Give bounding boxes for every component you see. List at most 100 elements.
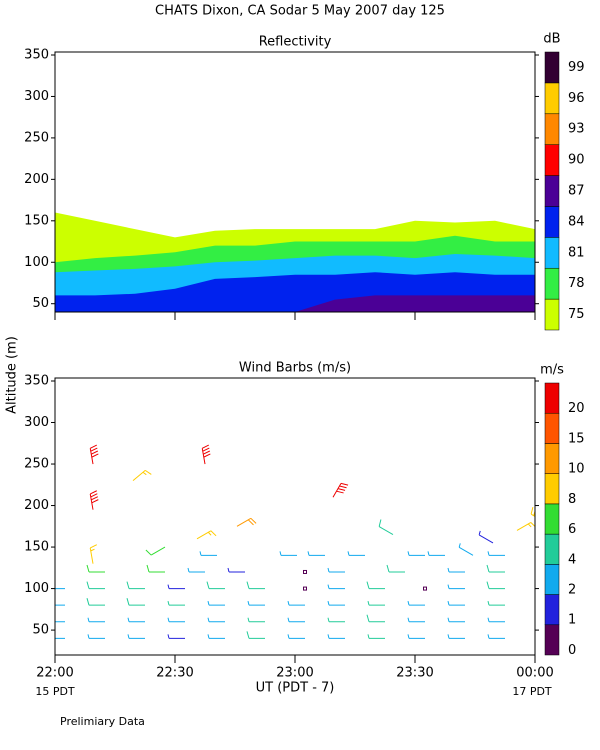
colorbar-label: 90 <box>568 153 585 168</box>
date-label: 15 PDT <box>35 685 75 698</box>
wind-barb <box>458 543 474 556</box>
colorbar-box <box>544 594 560 626</box>
colorbar-label: 2 <box>568 583 576 598</box>
note: Prelimiary Data <box>60 715 145 728</box>
wind-barb <box>167 601 185 606</box>
colorbar-label: 75 <box>568 307 585 322</box>
wind-barb <box>89 444 99 465</box>
colorbar-box <box>544 175 560 207</box>
wind-barb <box>196 530 217 540</box>
plot-frame <box>54 377 536 656</box>
calm-marker <box>423 586 427 591</box>
colorbar-label: 0 <box>568 643 576 658</box>
wind-barb <box>366 614 385 623</box>
colorbar-label: 15 <box>568 431 585 446</box>
y-axis-label: Altitude (m) <box>5 336 20 414</box>
colorbar-label: 81 <box>568 245 585 260</box>
wind-barb <box>126 581 145 590</box>
wind-barb <box>201 444 211 465</box>
wind-barb <box>127 634 145 639</box>
wind-barb <box>530 506 535 517</box>
wind-barb <box>86 598 105 606</box>
wind-barb <box>307 551 325 556</box>
wind-barb <box>378 519 394 536</box>
wind-barb <box>478 530 494 544</box>
wind-barb <box>55 588 65 590</box>
wind-barb <box>55 604 65 606</box>
y-tick-label: 350 <box>24 48 49 63</box>
y-tick-label: 50 <box>32 623 49 638</box>
colorbar-box <box>544 533 560 565</box>
wind-barb <box>327 601 345 606</box>
wind-barb <box>132 469 152 482</box>
y-tick-label: 250 <box>24 457 49 472</box>
wind-barb <box>207 634 225 639</box>
wind-barb <box>447 617 465 623</box>
wind-barb <box>87 617 105 623</box>
wind-barb <box>187 567 205 573</box>
x-tick-label: 23:30 <box>396 666 433 681</box>
x-tick-label: 00:00 <box>516 666 553 681</box>
y-tick-label: 300 <box>24 415 49 430</box>
wind-barb <box>327 634 345 639</box>
colorbar-label: 20 <box>568 401 585 416</box>
y-tick-label: 200 <box>24 172 49 187</box>
y-tick-label: 100 <box>24 255 49 270</box>
colorbar-box <box>544 113 560 145</box>
wind-barb <box>486 564 505 573</box>
y-tick-label: 50 <box>32 296 49 311</box>
wind-barb <box>86 581 105 590</box>
wind-barb <box>447 634 465 639</box>
wind-barb <box>167 634 185 639</box>
wind-barb <box>447 567 465 573</box>
wind-barb <box>89 544 97 564</box>
wind-barb <box>86 564 105 573</box>
wind-barb <box>407 551 425 556</box>
contour-region <box>55 295 535 312</box>
colorbar-box <box>544 144 560 176</box>
colorbar-label: 10 <box>568 462 585 477</box>
wind-barb <box>487 601 505 606</box>
wind-barb <box>55 637 65 639</box>
colorbar-unit: dB <box>543 32 560 47</box>
colorbar-box <box>544 237 560 269</box>
colorbar-label: 99 <box>568 60 585 75</box>
wind-barb <box>366 581 385 590</box>
colorbar-box <box>544 503 560 535</box>
y-tick-label: 100 <box>24 581 49 596</box>
wind-barb <box>89 490 99 510</box>
colorbar-box <box>544 443 560 474</box>
colorbar-label: 1 <box>568 613 576 628</box>
panel-title: Reflectivity <box>259 35 332 50</box>
colorbar-label: 84 <box>568 214 585 229</box>
colorbar-box <box>544 473 560 505</box>
wind-barb <box>127 617 145 623</box>
x-tick-label: 22:30 <box>156 666 193 681</box>
plot-layer <box>55 444 535 639</box>
colorbar-box <box>544 624 560 656</box>
wind-barb <box>386 564 405 573</box>
wind-barb <box>516 522 535 531</box>
x-axis-label: UT (PDT - 7) <box>256 681 335 696</box>
y-tick-label: 150 <box>24 213 49 228</box>
wind-barb <box>207 617 225 623</box>
wind-barb <box>199 551 217 556</box>
wind-barb <box>287 634 305 639</box>
wind-barb <box>246 631 265 639</box>
wind-barb <box>347 551 365 556</box>
colorbar-box <box>544 51 560 84</box>
y-tick-label: 300 <box>24 89 49 104</box>
wind-barb <box>367 634 385 639</box>
colorbar-label: 8 <box>568 492 576 507</box>
wind-barb <box>487 617 505 623</box>
colorbar-box <box>544 82 560 115</box>
colorbar-label: 4 <box>568 552 576 567</box>
wind-barb <box>167 584 185 590</box>
wind-barb <box>447 601 465 606</box>
wind-barb <box>279 551 297 556</box>
page-title: CHATS Dixon, CA Sodar 5 May 2007 day 125 <box>155 4 445 19</box>
wind-barb <box>206 581 225 590</box>
wind-barb <box>427 551 445 556</box>
wind-barb <box>287 617 305 623</box>
